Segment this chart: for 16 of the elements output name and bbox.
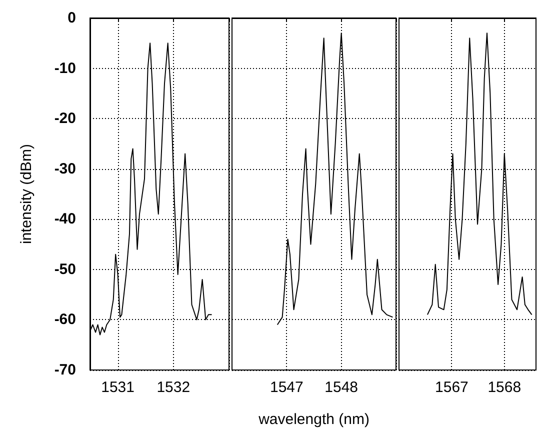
y-tick-label: -60: [54, 311, 76, 328]
y-tick-label: -50: [54, 260, 76, 278]
y-tick-label: -10: [54, 60, 76, 77]
y-tick-label: 0: [68, 10, 76, 26]
x-tick-label: 1532: [156, 379, 190, 396]
y-tick-label: -70: [54, 362, 76, 378]
y-tick-label: -30: [54, 160, 76, 178]
x-tick-label: 1567: [435, 379, 468, 396]
x-tick-label: 1531: [101, 379, 134, 396]
y-tick-label: -40: [54, 210, 76, 228]
x-axis-title: wavelength (nm): [258, 411, 370, 428]
y-axis-title: intensity (dBm): [18, 144, 35, 244]
x-tick-label: 1568: [488, 379, 522, 396]
y-tick-label: -20: [54, 110, 76, 128]
x-tick-label: 1548: [324, 379, 358, 396]
x-tick-label: 1547: [270, 379, 304, 396]
